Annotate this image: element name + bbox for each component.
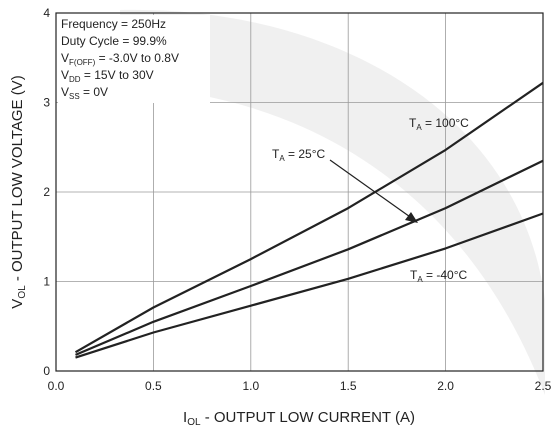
label-arrow-25c (329, 159, 414, 220)
x-tick-label: 1.0 (242, 379, 259, 393)
series-line-2 (75, 212, 544, 359)
x-tick-label: 0.0 (48, 379, 65, 393)
series-label-25c: TA = 25°C (272, 147, 326, 163)
conditions-box (58, 15, 210, 103)
x-tick-label: 2.0 (437, 379, 454, 393)
series-line-1 (75, 159, 544, 356)
y-tick-labels: 0 1 2 3 4 (43, 6, 50, 378)
y-tick-label: 1 (43, 275, 50, 289)
condition-line: Frequency = 250Hz (61, 17, 166, 31)
x-tick-label: 2.5 (535, 379, 552, 393)
label-arrow-head-25c (405, 212, 418, 223)
condition-line: VF(OFF) = -3.0V to 0.8V (61, 51, 179, 67)
x-axis-title: IOL - OUTPUT LOW CURRENT (A) (183, 409, 415, 428)
y-axis-title: VOL - OUTPUT LOW VOLTAGE (V) (9, 75, 28, 308)
x-tick-label: 0.5 (145, 379, 162, 393)
y-tick-label: 0 (43, 364, 50, 378)
y-tick-label: 3 (43, 96, 50, 110)
condition-line: VDD = 15V to 30V (61, 68, 154, 84)
condition-line: VSS = 0V (61, 85, 108, 101)
series-line-0 (74, 81, 544, 354)
conditions-block: Frequency = 250Hz Duty Cycle = 99.9% VF(OF… (61, 17, 179, 101)
y-tick-label: 4 (43, 6, 50, 20)
x-tick-labels: 0.0 0.5 1.0 1.5 2.0 2.5 (48, 379, 552, 393)
y-tick-label: 2 (43, 185, 50, 199)
plot-frame (55, 12, 544, 372)
series-lines (74, 81, 544, 359)
series-label-neg40c: TA = -40°C (410, 268, 468, 284)
condition-line: Duty Cycle = 99.9% (61, 34, 167, 48)
series-label-100c: TA = 100°C (409, 116, 469, 132)
x-tick-label: 1.5 (340, 379, 357, 393)
